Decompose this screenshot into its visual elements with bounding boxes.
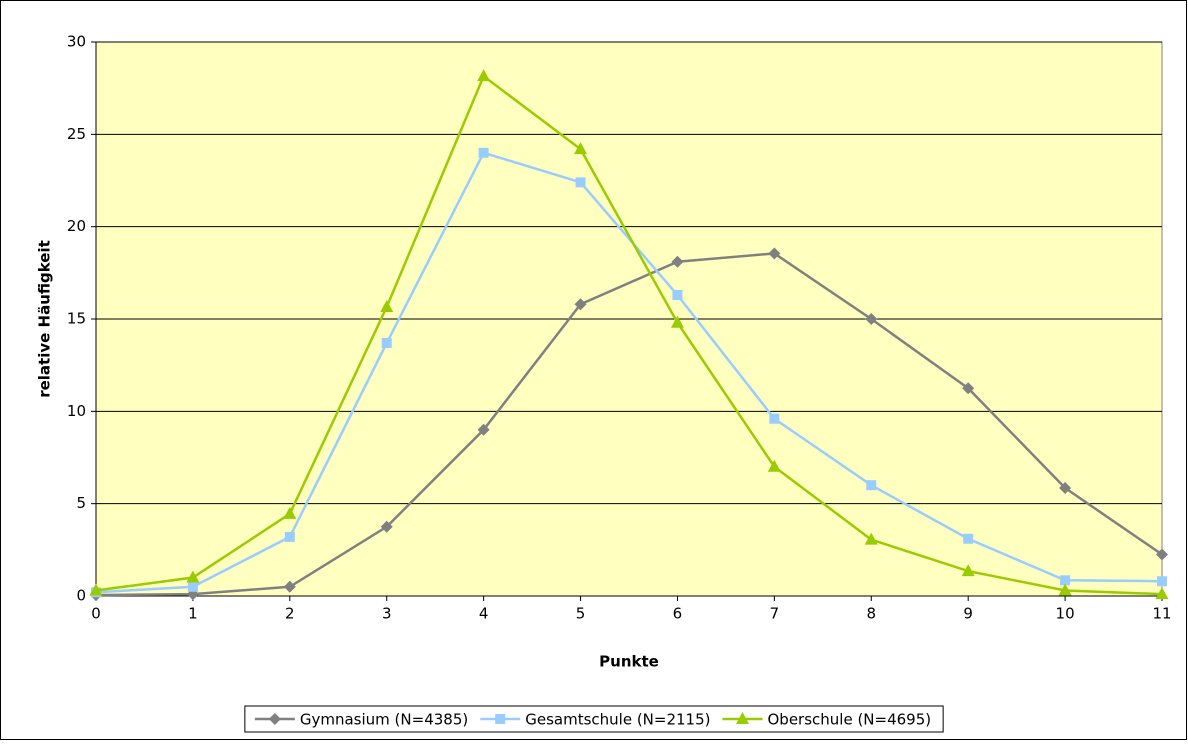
legend-box <box>244 705 944 733</box>
marker <box>283 506 297 519</box>
marker <box>1157 576 1167 587</box>
marker <box>574 298 587 311</box>
y-tick-label: 5 <box>76 494 86 512</box>
x-tick-label: 0 <box>91 605 101 623</box>
marker <box>187 581 198 592</box>
marker <box>186 570 200 583</box>
marker <box>1156 548 1168 561</box>
marker <box>1059 481 1072 494</box>
marker <box>767 459 781 472</box>
y-tick-label: 30 <box>67 33 86 51</box>
marker <box>671 255 684 268</box>
legend-marker <box>268 713 281 725</box>
legend-label: Gymnasium (N=4385) <box>300 711 468 729</box>
marker <box>380 299 394 312</box>
x-tick-label: 5 <box>576 605 586 623</box>
legend-marker <box>495 714 506 724</box>
marker <box>1155 587 1169 600</box>
marker <box>866 480 877 491</box>
x-tick-label: 4 <box>479 605 489 623</box>
marker <box>89 583 103 596</box>
marker <box>672 289 683 300</box>
y-tick-label: 0 <box>76 587 86 605</box>
y-axis-label: relative Häufigkeit <box>36 240 54 398</box>
marker <box>1060 575 1071 586</box>
series-line <box>95 252 1163 597</box>
marker <box>864 532 878 545</box>
y-tick-label: 25 <box>67 125 86 143</box>
marker <box>1058 583 1072 596</box>
marker <box>478 147 489 158</box>
x-tick-label: 7 <box>770 605 780 623</box>
x-tick-label: 10 <box>1056 605 1075 623</box>
y-tick-label: 15 <box>67 310 86 328</box>
marker <box>865 313 878 325</box>
x-tick-label: 2 <box>285 605 295 623</box>
marker <box>477 69 491 82</box>
marker <box>575 177 586 188</box>
marker <box>284 531 295 542</box>
legend-label: Gesamtschule (N=2115) <box>525 711 710 729</box>
series-line <box>95 151 1163 594</box>
x-tick-label: 11 <box>1152 605 1171 623</box>
x-tick-label: 8 <box>866 605 876 623</box>
x-tick-label: 9 <box>963 605 973 623</box>
series-line <box>95 74 1163 596</box>
marker <box>962 382 975 395</box>
marker <box>477 423 490 436</box>
marker <box>963 533 974 544</box>
x-axis-label: Punkte <box>599 653 659 671</box>
x-tick-label: 6 <box>673 605 683 623</box>
marker <box>670 315 684 328</box>
legend: Gymnasium (N=4385) Gesamtschule (N=2115) O… <box>244 705 944 733</box>
x-tick-label: 3 <box>382 605 392 623</box>
x-tick-label: 1 <box>188 605 198 623</box>
marker <box>961 564 975 577</box>
marker <box>768 247 781 260</box>
y-tick-label: 20 <box>67 217 86 235</box>
marker <box>381 338 392 349</box>
legend-label: Oberschule (N=4695) <box>767 711 931 729</box>
marker <box>769 413 780 424</box>
legend-marker <box>735 712 749 724</box>
marker <box>283 580 296 593</box>
marker <box>574 142 588 155</box>
y-tick-label: 10 <box>67 402 86 420</box>
marker <box>380 520 393 533</box>
